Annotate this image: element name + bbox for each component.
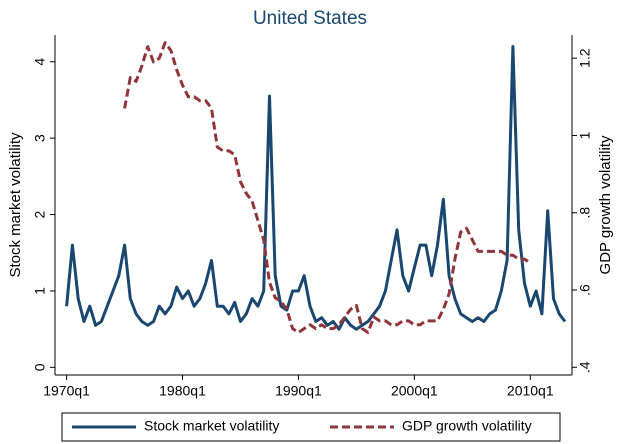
y2-tick-label: 1.2 (577, 48, 593, 68)
y-tick-label: 1 (32, 287, 48, 295)
legend-label: GDP growth volatility (402, 418, 532, 434)
y-tick-label: 4 (32, 58, 48, 66)
data-line (65, 45, 567, 331)
x-tick-label: 1970q1 (43, 383, 90, 399)
legend-label: Stock market volatility (144, 418, 279, 434)
x-tick-label: 2010q1 (507, 383, 554, 399)
y2-tick-label: .6 (577, 284, 593, 296)
legend-box (61, 412, 561, 442)
y2-tick-label: .8 (577, 207, 593, 219)
chart-title: United States (253, 8, 367, 29)
y2-tick-label: .4 (577, 361, 593, 373)
x-tick-label: 1980q1 (159, 383, 206, 399)
y-tick-label: 2 (32, 210, 48, 218)
x-tick-label: 2000q1 (391, 383, 438, 399)
y-tick-label: 3 (32, 134, 48, 142)
y-tick-label: 0 (32, 363, 48, 371)
y2-axis-label: GDP growth volatility (597, 135, 614, 274)
x-tick-label: 1990q1 (275, 383, 322, 399)
y2-tick-label: 1 (577, 131, 593, 139)
y-axis-label: Stock market volatility (7, 132, 24, 278)
